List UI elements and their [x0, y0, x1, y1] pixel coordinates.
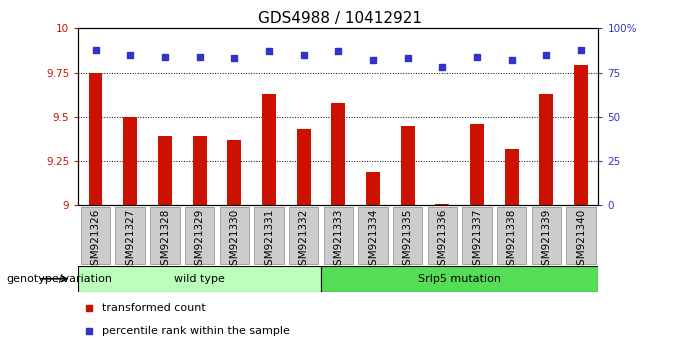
- Text: GSM921332: GSM921332: [299, 208, 309, 272]
- Text: GSM921333: GSM921333: [333, 208, 343, 272]
- Bar: [123, 117, 137, 205]
- FancyBboxPatch shape: [358, 206, 388, 264]
- Text: GSM921326: GSM921326: [90, 208, 101, 272]
- Bar: [331, 103, 345, 205]
- Bar: [470, 124, 484, 205]
- Text: GSM921336: GSM921336: [437, 208, 447, 272]
- Bar: [574, 65, 588, 205]
- Point: [83, 329, 94, 334]
- Bar: [88, 73, 103, 205]
- Point: [575, 47, 586, 52]
- Point: [402, 56, 413, 61]
- Point: [159, 54, 170, 59]
- Bar: [505, 149, 519, 205]
- Point: [83, 305, 94, 310]
- FancyBboxPatch shape: [532, 206, 561, 264]
- Text: transformed count: transformed count: [101, 303, 205, 313]
- FancyBboxPatch shape: [254, 206, 284, 264]
- FancyBboxPatch shape: [185, 206, 214, 264]
- Point: [367, 57, 378, 63]
- Point: [124, 52, 135, 58]
- FancyBboxPatch shape: [116, 206, 145, 264]
- FancyBboxPatch shape: [220, 206, 249, 264]
- Bar: [227, 140, 241, 205]
- Point: [90, 47, 101, 52]
- Text: genotype/variation: genotype/variation: [7, 274, 113, 284]
- Text: Srlp5 mutation: Srlp5 mutation: [418, 274, 501, 284]
- Bar: [296, 129, 311, 205]
- FancyBboxPatch shape: [566, 206, 596, 264]
- Point: [506, 57, 517, 63]
- FancyBboxPatch shape: [393, 206, 422, 264]
- Bar: [262, 94, 276, 205]
- Point: [471, 54, 482, 59]
- Bar: [192, 136, 207, 205]
- Text: GSM921339: GSM921339: [541, 208, 551, 272]
- Point: [541, 52, 551, 58]
- Bar: [158, 136, 172, 205]
- Text: GSM921337: GSM921337: [472, 208, 482, 272]
- Point: [194, 54, 205, 59]
- FancyBboxPatch shape: [81, 206, 110, 264]
- Bar: [435, 204, 449, 205]
- FancyBboxPatch shape: [428, 206, 457, 264]
- Text: GSM921327: GSM921327: [125, 208, 135, 272]
- Point: [263, 48, 274, 54]
- Text: GSM921340: GSM921340: [576, 208, 586, 272]
- FancyBboxPatch shape: [462, 206, 492, 264]
- FancyBboxPatch shape: [289, 206, 318, 264]
- Bar: [78, 266, 321, 292]
- Text: GSM921330: GSM921330: [229, 208, 239, 272]
- FancyBboxPatch shape: [150, 206, 180, 264]
- Text: GSM921335: GSM921335: [403, 208, 413, 272]
- Bar: [366, 172, 380, 205]
- FancyBboxPatch shape: [497, 206, 526, 264]
- Text: GSM921329: GSM921329: [194, 208, 205, 272]
- FancyBboxPatch shape: [324, 206, 353, 264]
- Text: GSM921334: GSM921334: [368, 208, 378, 272]
- Point: [333, 48, 343, 54]
- Point: [228, 56, 239, 61]
- Bar: [401, 126, 415, 205]
- Text: GDS4988 / 10412921: GDS4988 / 10412921: [258, 11, 422, 25]
- Bar: [539, 94, 554, 205]
- Bar: [321, 266, 598, 292]
- Text: GSM921328: GSM921328: [160, 208, 170, 272]
- Text: GSM921338: GSM921338: [507, 208, 517, 272]
- Point: [437, 64, 447, 70]
- Text: wild type: wild type: [174, 274, 225, 284]
- Text: percentile rank within the sample: percentile rank within the sample: [101, 326, 290, 336]
- Text: GSM921331: GSM921331: [264, 208, 274, 272]
- Point: [298, 52, 309, 58]
